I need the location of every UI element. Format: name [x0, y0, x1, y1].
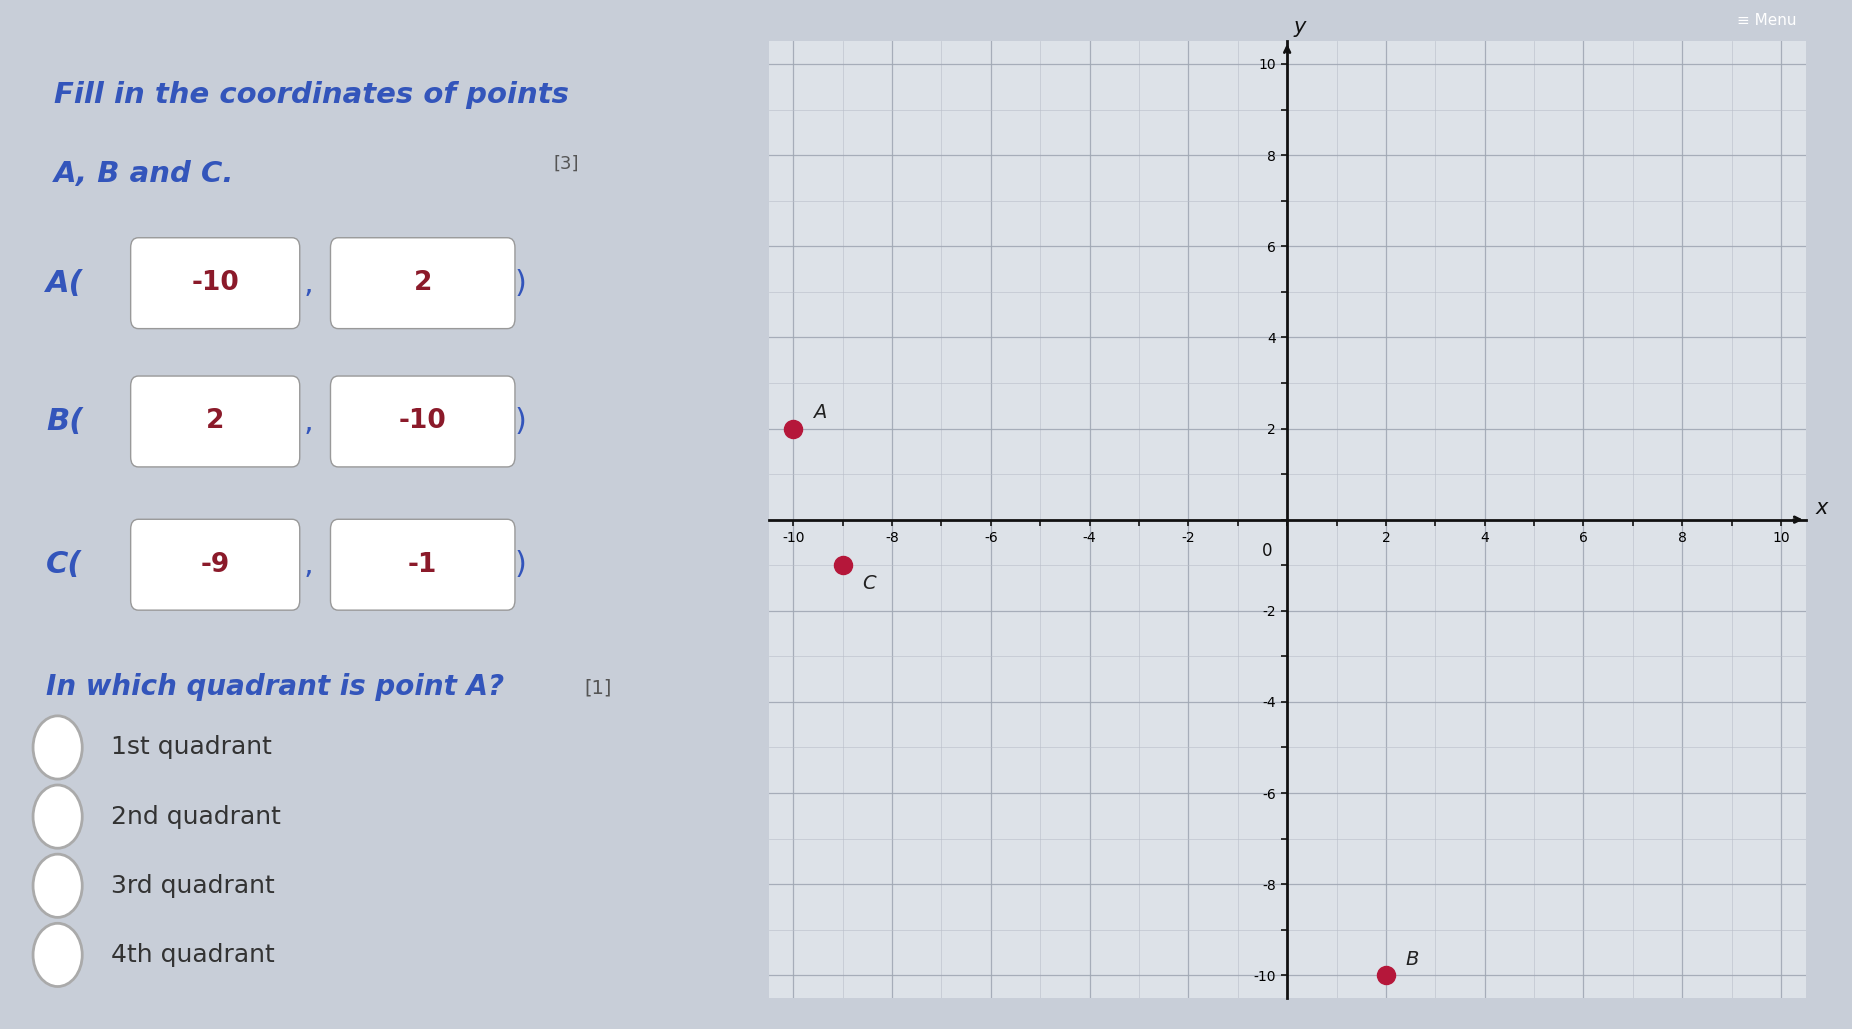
Circle shape	[33, 785, 81, 848]
Text: C: C	[863, 573, 876, 593]
Circle shape	[33, 716, 81, 779]
FancyBboxPatch shape	[131, 376, 300, 467]
Text: 3rd quadrant: 3rd quadrant	[111, 874, 276, 897]
Text: -10: -10	[191, 271, 239, 296]
Text: [3]: [3]	[554, 154, 580, 173]
Text: 4th quadrant: 4th quadrant	[111, 943, 276, 967]
Text: 2nd quadrant: 2nd quadrant	[111, 805, 282, 828]
Circle shape	[33, 923, 81, 987]
Text: ,: ,	[304, 551, 313, 579]
Text: y: y	[1293, 16, 1306, 37]
Text: ,: ,	[304, 407, 313, 436]
Text: 2: 2	[206, 409, 224, 434]
FancyBboxPatch shape	[330, 520, 515, 610]
Text: -9: -9	[200, 552, 230, 577]
Text: Fill in the coordinates of points: Fill in the coordinates of points	[54, 80, 569, 109]
Text: In which quadrant is point A?: In which quadrant is point A?	[46, 673, 504, 702]
Text: x: x	[1815, 498, 1828, 519]
Text: A: A	[813, 402, 826, 422]
Text: ): )	[515, 551, 526, 579]
Text: C(: C(	[46, 551, 83, 579]
Text: -1: -1	[407, 552, 437, 577]
Text: A(: A(	[46, 269, 83, 297]
FancyBboxPatch shape	[330, 238, 515, 328]
Text: B: B	[1406, 950, 1419, 968]
Text: ): )	[515, 269, 526, 297]
Text: 1st quadrant: 1st quadrant	[111, 736, 272, 759]
Text: ,: ,	[304, 269, 313, 297]
Text: 2: 2	[413, 271, 432, 296]
Text: 0: 0	[1261, 542, 1272, 561]
Text: [1]: [1]	[583, 678, 611, 698]
Text: ≡ Menu: ≡ Menu	[1737, 13, 1796, 28]
Text: ): )	[515, 407, 526, 436]
Circle shape	[33, 854, 81, 918]
FancyBboxPatch shape	[131, 520, 300, 610]
Text: -10: -10	[398, 409, 446, 434]
FancyBboxPatch shape	[131, 238, 300, 328]
Text: A, B and C.: A, B and C.	[54, 159, 235, 187]
Text: B(: B(	[46, 407, 83, 436]
FancyBboxPatch shape	[330, 376, 515, 467]
